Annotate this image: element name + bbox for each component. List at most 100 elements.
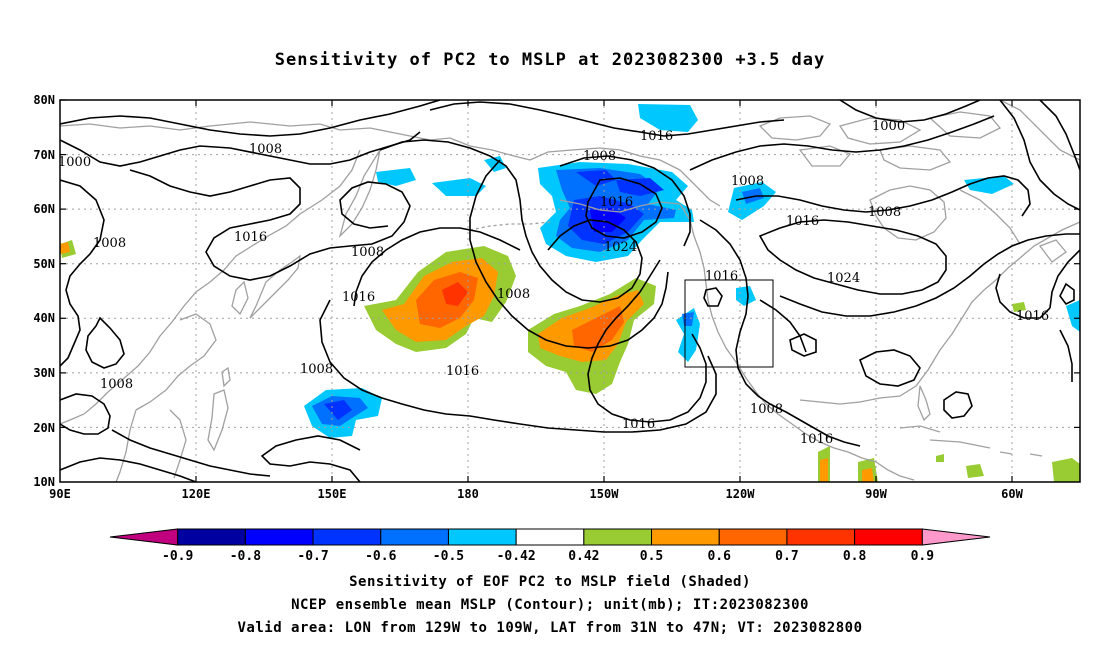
contour-label: 1000 xyxy=(872,119,905,134)
mslp-contours xyxy=(60,100,1080,482)
lon-label: 120W xyxy=(726,487,756,501)
shade-blue-siberia-2 xyxy=(432,178,486,196)
shade-blue-alaska xyxy=(638,104,698,132)
colorbar-swatch xyxy=(244,528,314,546)
lon-label: 90W xyxy=(865,487,887,501)
colorbar-swatch xyxy=(718,528,788,546)
contour-label: 1008 xyxy=(868,205,901,220)
shade-blue-hawaii-core xyxy=(324,400,352,420)
lon-label: 150W xyxy=(590,487,620,501)
lat-label: 80N xyxy=(33,93,55,107)
lat-label: 70N xyxy=(33,148,55,162)
lon-label: 180 xyxy=(457,487,479,501)
shade-blue-siberia-1 xyxy=(376,168,416,186)
latitude-labels: 80N 70N 60N 50N 40N 30N 20N 10N xyxy=(33,93,55,489)
shade-blue-atlantic-edge xyxy=(1066,300,1080,332)
caption-valid-area: Valid area: LON from 129W to 109W, LAT f… xyxy=(237,620,863,636)
shade-orange-small-1 xyxy=(60,242,70,254)
colorbar-swatch xyxy=(177,528,246,546)
colorbar-tick-label: 0.5 xyxy=(640,549,663,564)
caption-contour: NCEP ensemble mean MSLP (Contour); unit(… xyxy=(291,597,809,613)
lat-label: 10N xyxy=(33,475,55,489)
lat-label: 50N xyxy=(33,257,55,271)
colorbar-tick-label: 0.42 xyxy=(568,549,599,564)
contour-label: 1016 xyxy=(705,269,738,284)
contour-label: 1016 xyxy=(234,230,267,245)
lat-label: 60N xyxy=(33,202,55,216)
caption-shading: Sensitivity of EOF PC2 to MSLP field (Sh… xyxy=(349,574,751,590)
colorbar-swatch xyxy=(651,528,720,546)
colorbar-tick-label: 0.7 xyxy=(775,549,798,564)
colorbar-tick-label: 0.8 xyxy=(843,549,867,564)
colorbar-swatch xyxy=(447,528,517,546)
contour-label: 1016 xyxy=(800,432,833,447)
lon-label: 60W xyxy=(1001,487,1023,501)
shade-warm-npac-red xyxy=(442,282,468,306)
shade-blue-bering-top-core xyxy=(576,170,616,186)
lon-label: 150E xyxy=(318,487,347,501)
shade-blue-westcoast-3 xyxy=(736,286,756,306)
contour-label: 1024 xyxy=(827,271,860,286)
contour-label: 1016 xyxy=(446,364,479,379)
lon-label: 120E xyxy=(182,487,211,501)
shade-blue-labrador xyxy=(964,176,1014,194)
contour-label: 1000 xyxy=(58,155,91,170)
map-frame xyxy=(59,99,1081,483)
map-title: Sensitivity of PC2 to MSLP at 2023082300… xyxy=(274,50,826,70)
longitude-labels: 90E 120E 150E 180 150W 120W 90W 60W xyxy=(49,487,1023,501)
colorbar-tick-label: -0.42 xyxy=(497,549,536,564)
contour-label: 1008 xyxy=(731,174,764,189)
contour-label: 1008 xyxy=(351,245,384,260)
shade-green-small-2 xyxy=(1012,302,1026,312)
shade-green-small-7 xyxy=(936,454,944,462)
colorbar: -0.9 -0.8 -0.7 -0.6 -0.5 -0.42 0.42 0.5 0.6 0.7 0.… xyxy=(109,528,991,564)
colorbar-swatch xyxy=(312,528,382,546)
contour-label: 1016 xyxy=(786,214,819,229)
contour-label: 1008 xyxy=(583,149,616,164)
shade-warm-nepac-dark xyxy=(572,306,624,352)
lon-label: 90E xyxy=(49,487,71,501)
coastlines xyxy=(60,100,1080,482)
colorbar-tick-label: -0.8 xyxy=(230,549,261,564)
lat-label: 20N xyxy=(33,421,55,435)
colorbar-tick-label: -0.5 xyxy=(433,549,464,564)
map-plot-area xyxy=(60,100,1080,482)
shade-green-small-5 xyxy=(966,464,984,478)
shade-blue-westcoast-2 xyxy=(682,312,694,326)
colorbar-tick-label: 0.6 xyxy=(707,549,731,564)
contour-label: 1016 xyxy=(640,129,673,144)
shade-blue-westcoast-1 xyxy=(676,308,700,362)
contour-label: 1016 xyxy=(1016,309,1049,324)
valid-area-box xyxy=(684,279,774,368)
colorbar-swatch xyxy=(380,528,449,546)
colorbar-tick-label: -0.9 xyxy=(162,549,193,564)
shade-orange-small-2 xyxy=(820,458,828,482)
colorbar-arrow-low xyxy=(109,528,179,546)
axis-ticks xyxy=(60,99,1080,482)
shade-blue-siberia-3 xyxy=(484,156,506,172)
contour-label: 1024 xyxy=(604,240,637,255)
colorbar-swatch xyxy=(786,528,856,546)
colorbar-swatch xyxy=(583,528,653,546)
contour-labels: 1000 1008 1016 1008 1000 1008 1016 1008 … xyxy=(58,119,1049,447)
colorbar-swatch xyxy=(854,528,923,546)
contour-label: 1016 xyxy=(600,195,633,210)
contour-label: 1016 xyxy=(622,417,655,432)
colorbar-tick-label: -0.6 xyxy=(365,549,396,564)
contour-label: 1008 xyxy=(750,402,783,417)
contour-label: 1008 xyxy=(497,287,530,302)
lat-label: 40N xyxy=(33,311,55,325)
colorbar-tick-label: 0.9 xyxy=(911,549,934,564)
contour-label: 1008 xyxy=(100,377,133,392)
colorbar-arrow-high xyxy=(921,528,991,546)
colorbar-swatch xyxy=(515,528,585,546)
colorbar-tick-label: -0.7 xyxy=(297,549,328,564)
contour-label: 1008 xyxy=(300,362,333,377)
contour-label: 1008 xyxy=(93,236,126,251)
contour-label: 1016 xyxy=(342,290,375,305)
lat-label: 30N xyxy=(33,366,55,380)
contour-label: 1008 xyxy=(249,142,282,157)
shade-orange-small-3 xyxy=(862,468,874,482)
shade-green-small-6 xyxy=(1052,458,1080,482)
